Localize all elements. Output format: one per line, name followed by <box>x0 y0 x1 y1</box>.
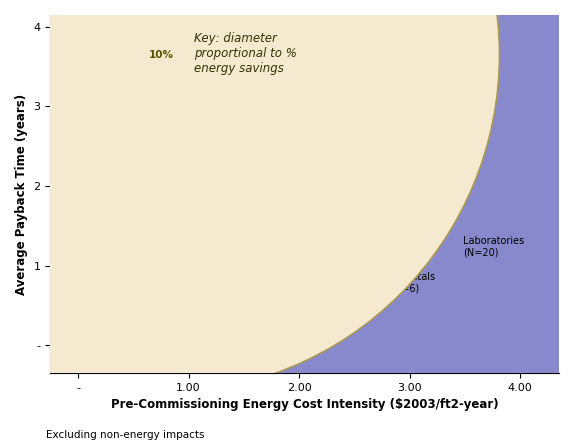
FancyBboxPatch shape <box>117 27 347 85</box>
Text: Schools: K-12
(N=10 buildings): Schools: K-12 (N=10 buildings) <box>158 116 241 138</box>
X-axis label: Pre-Commissioning Energy Cost Intensity ($2003/ft2-year): Pre-Commissioning Energy Cost Intensity … <box>111 398 498 411</box>
Point <box>366 266 375 273</box>
Text: Laboratories
(N=20): Laboratories (N=20) <box>463 236 524 258</box>
Text: Lodging
(N=6): Lodging (N=6) <box>379 57 417 79</box>
Point <box>156 51 165 58</box>
Text: Offices
(N=70): Offices (N=70) <box>272 184 307 206</box>
Text: Retail
(N=13): Retail (N=13) <box>194 168 230 190</box>
Text: 10%: 10% <box>149 50 173 60</box>
Text: Excluding non-energy impacts: Excluding non-energy impacts <box>46 429 204 440</box>
Text: Hospitals
(N=6): Hospitals (N=6) <box>390 272 435 293</box>
Point <box>405 327 414 334</box>
Point <box>348 87 357 94</box>
Point <box>131 107 140 114</box>
Text: Higher Education
(N=57): Higher Education (N=57) <box>360 214 444 235</box>
Point <box>223 234 232 241</box>
Y-axis label: Average Payback Time (years): Average Payback Time (years) <box>15 93 28 294</box>
Point <box>289 294 298 301</box>
Text: Key: diameter
proportional to %
energy savings: Key: diameter proportional to % energy s… <box>194 32 297 75</box>
Point <box>480 308 490 315</box>
